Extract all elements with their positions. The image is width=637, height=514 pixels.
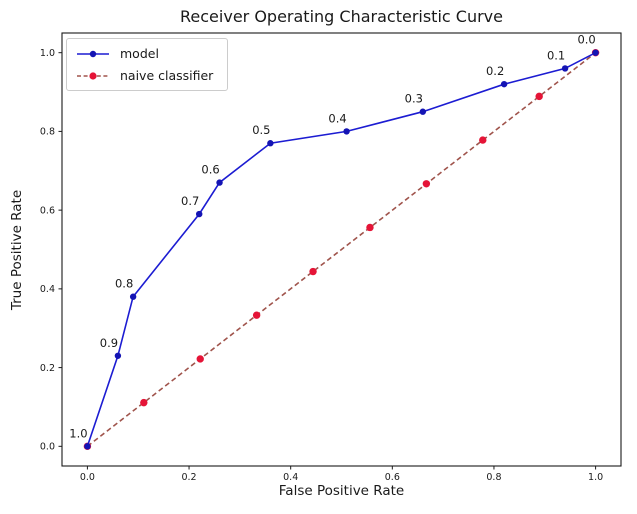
x-tick-label: 0.2 [181, 472, 196, 483]
threshold-label: 0.3 [405, 92, 423, 106]
naive-classifier-marker [479, 136, 487, 144]
legend-item-naive-classifier: naive classifier [75, 66, 213, 85]
threshold-label: 0.0 [577, 33, 595, 47]
threshold-label: 1.0 [69, 426, 87, 440]
naive-classifier-marker [535, 92, 543, 101]
x-axis-ticks: 0.0 0.2 0.4 0.6 0.8 1.0 [80, 466, 603, 483]
model-line-swatch [77, 50, 109, 57]
threshold-annotations: 1.0 0.9 0.8 0.7 0.6 0.5 0.4 0.3 0.2 0.1 0.0 [69, 33, 595, 441]
x-axis-label: False Positive Rate [278, 483, 405, 499]
threshold-label: 0.8 [115, 277, 133, 291]
naive-classifier-series [83, 48, 600, 451]
model-marker [114, 352, 122, 359]
x-tick-label: 0.6 [385, 472, 400, 483]
naive-classifier-line [86, 52, 597, 447]
chart-title: Receiver Operating Characteristic Curve [180, 7, 503, 26]
y-axis-label: True Positive Rate [9, 189, 25, 311]
threshold-label: 0.7 [181, 194, 199, 208]
model-marker [592, 49, 599, 56]
threshold-label: 0.1 [547, 48, 565, 62]
naive-classifier-marker [252, 311, 261, 319]
x-tick-label: 0.8 [486, 472, 501, 483]
x-tick-label: 0.0 [80, 472, 95, 483]
x-tick-label: 0.4 [283, 472, 298, 483]
model-series [84, 49, 599, 450]
model-marker [84, 443, 91, 450]
y-tick-label: 0.0 [40, 442, 55, 453]
threshold-label: 0.4 [328, 111, 346, 125]
threshold-label: 0.6 [201, 163, 219, 177]
model-marker [343, 128, 350, 135]
legend: model naive classifier [66, 38, 229, 91]
naive-classifier-marker [309, 267, 317, 276]
model-marker [196, 210, 203, 218]
y-tick-label: 0.6 [40, 205, 55, 216]
naive-classifier-line-swatch [77, 71, 109, 80]
legend-label-naive-classifier: naive classifier [120, 68, 214, 83]
model-marker [419, 108, 427, 115]
model-marker [500, 80, 508, 88]
legend-item-model: model [75, 44, 213, 63]
naive-classifier-marker [140, 398, 148, 407]
model-marker [129, 293, 137, 300]
y-axis-ticks: 0.0 0.2 0.4 0.6 0.8 1.0 [40, 48, 62, 453]
model-marker [267, 140, 274, 147]
legend-label-model: model [120, 46, 159, 61]
x-tick-label: 1.0 [588, 472, 603, 483]
y-tick-label: 0.4 [40, 284, 55, 295]
y-tick-label: 0.2 [40, 363, 55, 374]
model-marker [561, 65, 569, 72]
naive-classifier-marker [422, 180, 431, 188]
naive-classifier-marker [366, 223, 374, 232]
plot-border [61, 32, 622, 467]
y-tick-label: 1.0 [40, 48, 55, 59]
y-tick-label: 0.8 [40, 127, 55, 138]
threshold-label: 0.9 [100, 336, 118, 350]
naive-classifier-marker [196, 355, 204, 363]
threshold-label: 0.2 [486, 64, 504, 78]
model-marker [216, 179, 223, 186]
threshold-label: 0.5 [252, 123, 270, 137]
